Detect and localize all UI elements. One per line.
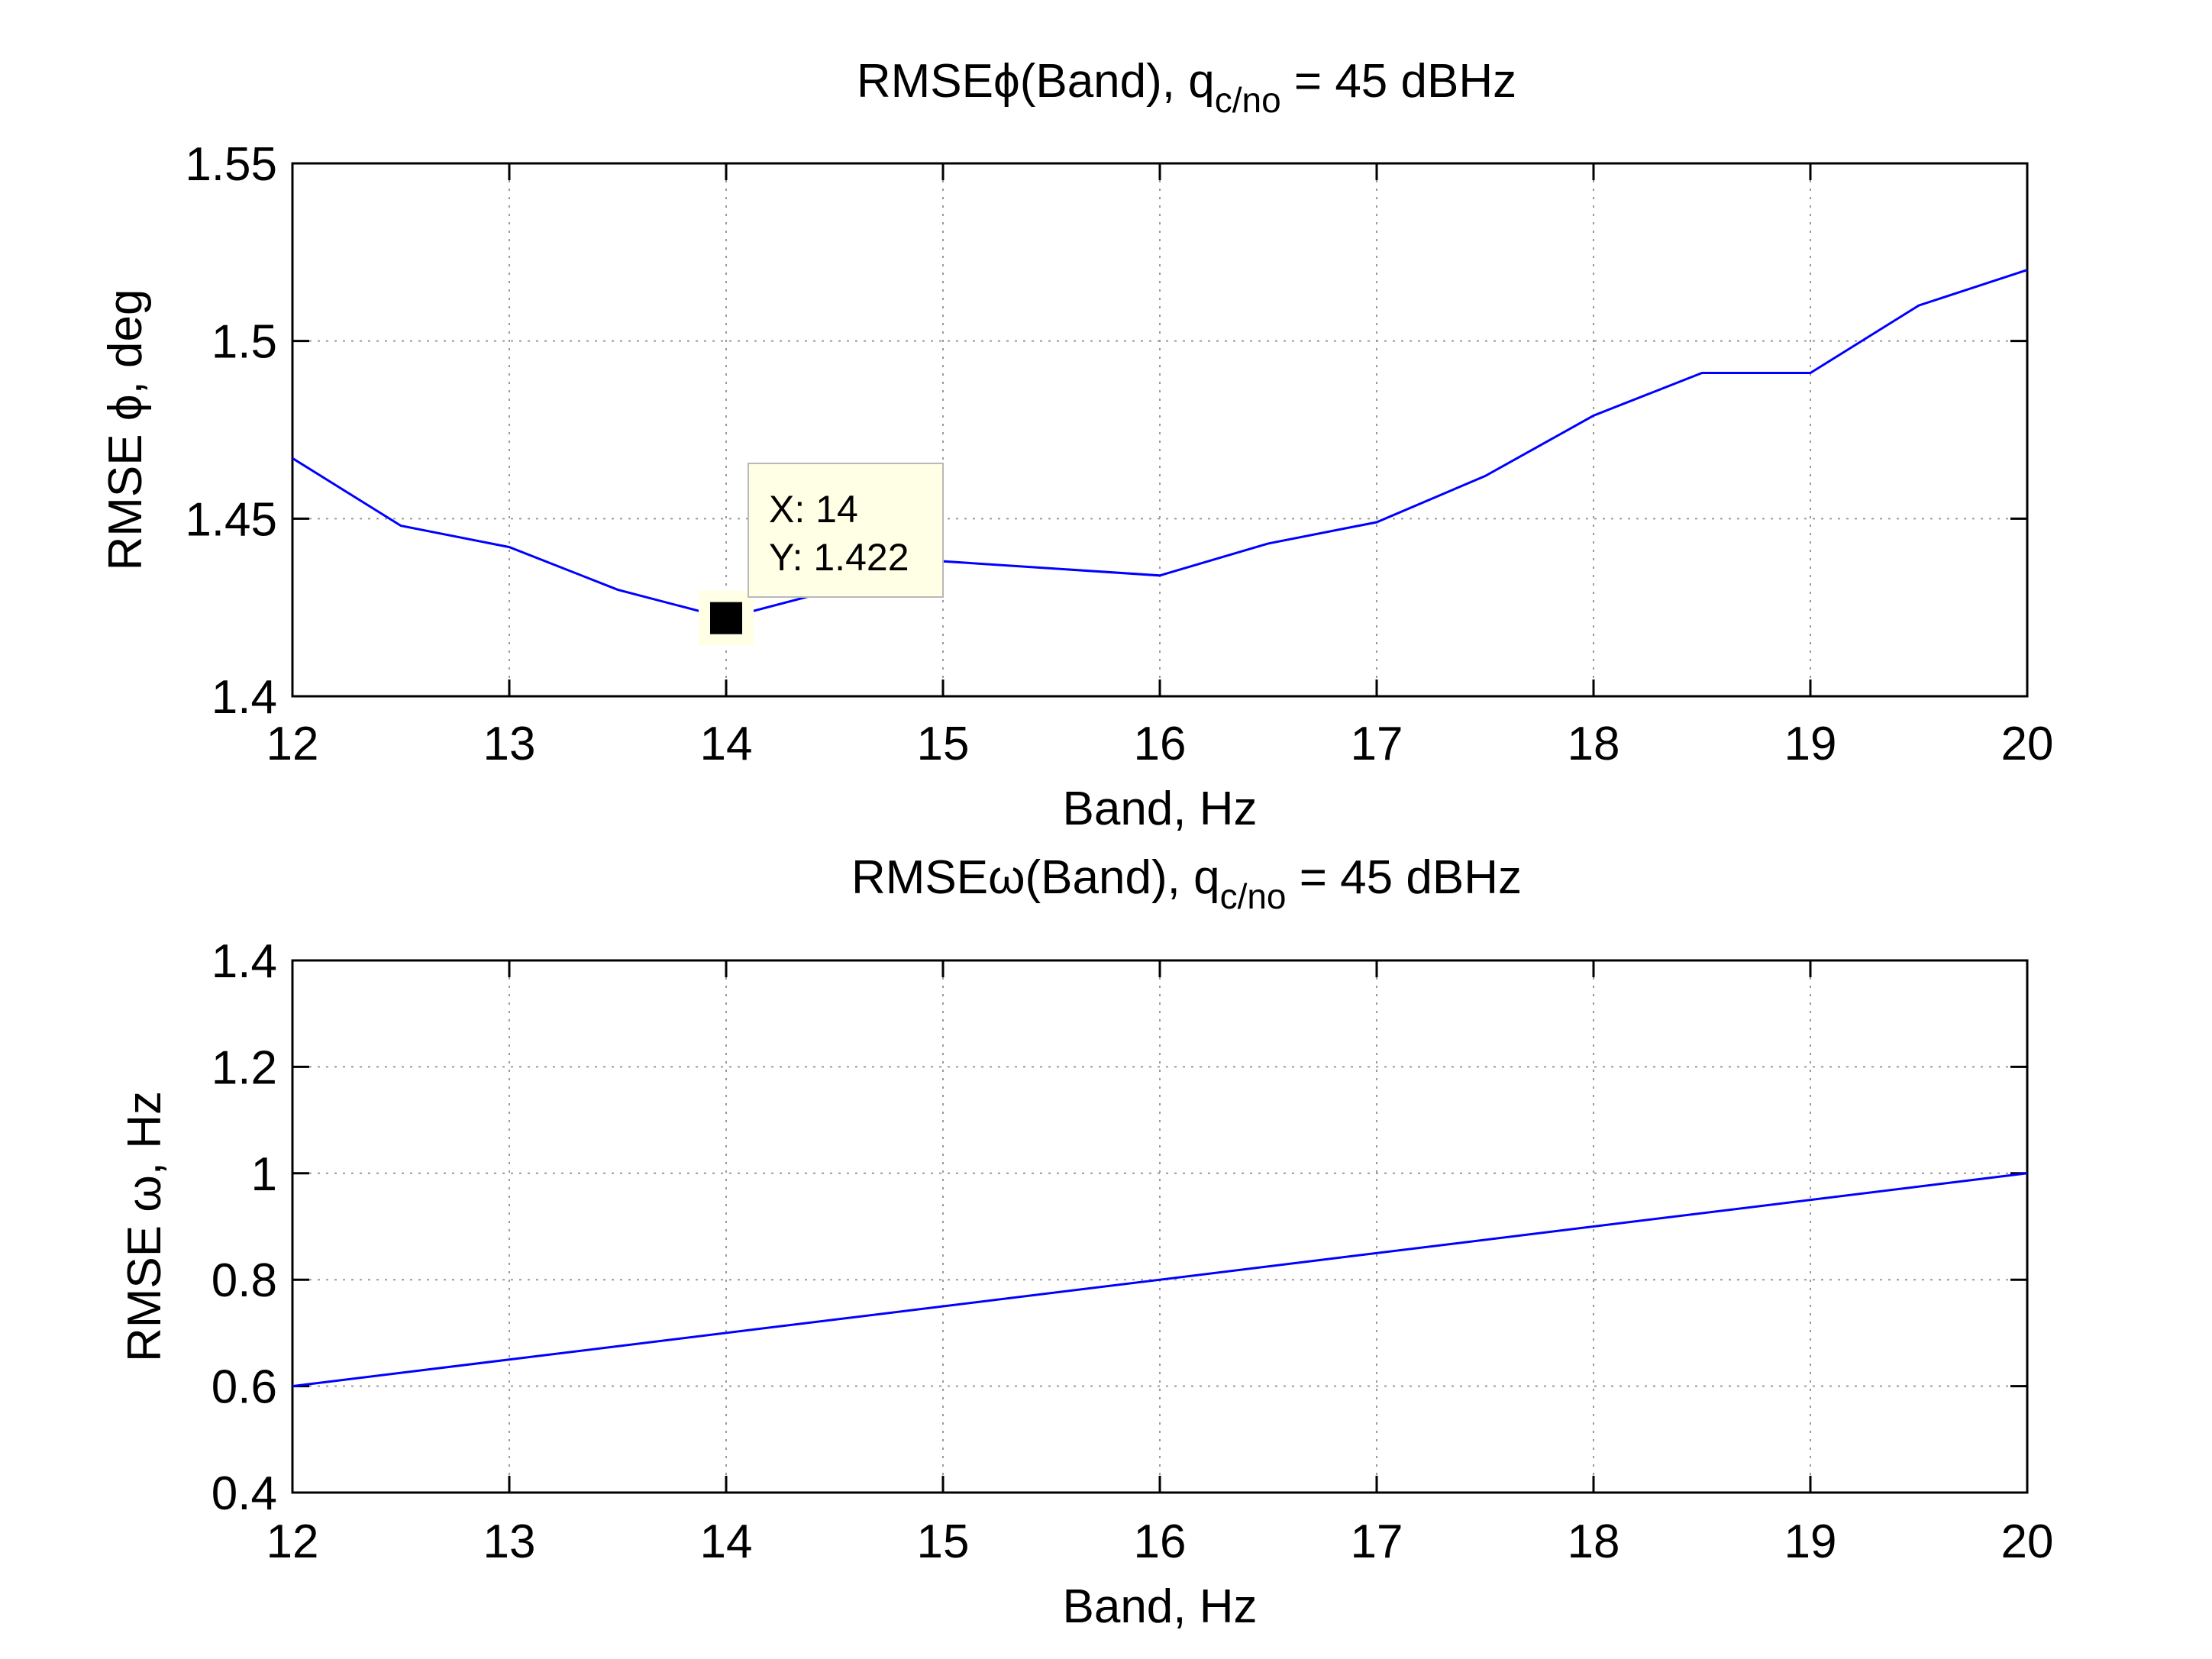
- x-tick-label: 20: [2001, 1515, 2054, 1568]
- chart-title-suffix: = 45 dBHz: [1287, 851, 1522, 904]
- chart-title-main: RMSEϕ(Band), q: [857, 55, 1215, 108]
- y-tick-label: 1.4: [212, 671, 277, 724]
- x-tick-label: 16: [1134, 1515, 1187, 1568]
- datatip-x-text: X: 14: [769, 488, 858, 531]
- x-tick-label: 18: [1568, 718, 1620, 770]
- chart-title: RMSEω(Band), qc/no = 45 dBHz: [851, 851, 1522, 916]
- y-tick-label: 1.45: [185, 493, 277, 546]
- y-tick-label: 0.8: [212, 1254, 277, 1307]
- datatip-marker: [710, 602, 742, 634]
- x-tick-label: 16: [1134, 718, 1187, 770]
- x-tick-label: 14: [700, 1515, 753, 1568]
- datatip-y-text: Y: 1.422: [769, 536, 909, 579]
- x-tick-label: 13: [483, 718, 536, 770]
- x-tick-label: 13: [483, 1515, 536, 1568]
- x-axis-label: Band, Hz: [1062, 1580, 1257, 1633]
- y-tick-label: 1.2: [212, 1041, 277, 1094]
- y-axis-label: RMSE ω, Hz: [118, 1091, 171, 1362]
- x-tick-label: 12: [266, 718, 319, 770]
- y-tick-label: 1: [251, 1148, 277, 1201]
- y-tick-label: 0.6: [212, 1361, 277, 1414]
- x-tick-label: 14: [700, 718, 753, 770]
- axes-box: [291, 162, 2029, 698]
- x-tick-label: 18: [1568, 1515, 1620, 1568]
- y-tick-label: 1.4: [212, 935, 277, 988]
- x-tick-label: 19: [1784, 718, 1837, 770]
- chart-title-subscript: c/no: [1215, 80, 1281, 120]
- x-tick-label: 15: [917, 1515, 970, 1568]
- datatip-box: [748, 463, 944, 598]
- y-tick-label: 0.4: [212, 1467, 277, 1520]
- chart-title: RMSEϕ(Band), qc/no = 45 dBHz: [857, 55, 1516, 120]
- y-tick-label: 1.5: [212, 316, 277, 369]
- y-axis-label: RMSE ϕ, deg: [99, 289, 152, 571]
- x-tick-label: 17: [1351, 718, 1403, 770]
- x-axis-label: Band, Hz: [1062, 783, 1257, 835]
- x-tick-label: 20: [2001, 718, 2054, 770]
- x-tick-label: 15: [917, 718, 970, 770]
- series-line: [292, 1172, 2028, 1388]
- chart-title-suffix: = 45 dBHz: [1281, 55, 1516, 108]
- y-tick-label: 1.55: [185, 138, 277, 191]
- chart-title-subscript: c/no: [1220, 876, 1287, 916]
- x-tick-label: 19: [1784, 1515, 1837, 1568]
- x-tick-label: 17: [1351, 1515, 1403, 1568]
- chart-title-main: RMSEω(Band), q: [851, 851, 1220, 904]
- x-tick-label: 12: [266, 1515, 319, 1568]
- axes-box: [291, 959, 2029, 1494]
- series-line: [292, 269, 2028, 620]
